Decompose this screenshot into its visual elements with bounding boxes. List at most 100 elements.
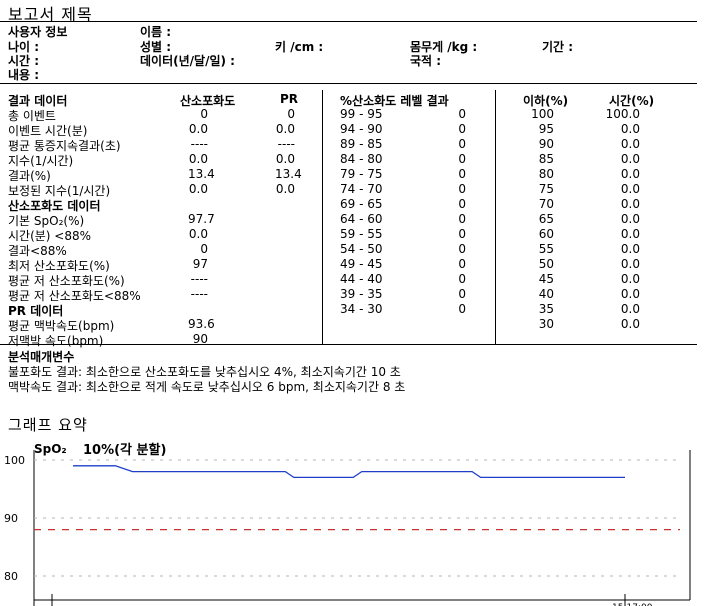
- column-divider-1: [322, 90, 323, 344]
- result-row-pr: 0: [287, 107, 295, 121]
- graph-section-title: 그래프 요약: [8, 416, 88, 434]
- result-row-spo2: 0.0: [188, 182, 208, 196]
- spo2-row-label: 결과<88%: [8, 244, 67, 258]
- level-row-range: 64 - 60: [340, 212, 383, 226]
- level-row-range: 54 - 50: [340, 242, 383, 256]
- result-row-spo2: 0: [200, 107, 208, 121]
- pr-row-value: 93.6: [188, 317, 215, 331]
- below-row-time: 0.0: [620, 227, 640, 241]
- result-row-label: 보정된 지수(1/시간): [8, 184, 111, 198]
- level-row-range: 74 - 70: [340, 182, 383, 196]
- result-row-spo2: 13.4: [188, 167, 215, 181]
- level-row-range: 34 - 30: [340, 302, 383, 316]
- scale-label: 10%(각 분할): [83, 443, 167, 458]
- column-divider-2: [495, 90, 496, 344]
- levels-header: %산소화도 레벨 결과: [340, 94, 449, 108]
- below-row-time: 0.0: [620, 287, 640, 301]
- below-row-pct: 50: [538, 257, 554, 271]
- below-row-pct: 95: [538, 122, 554, 136]
- level-row-range: 94 - 90: [340, 122, 383, 136]
- spo2-row-value: 97.7: [188, 212, 215, 226]
- result-row-spo2: ----: [190, 137, 208, 151]
- below-row-time: 0.0: [620, 182, 640, 196]
- result-row-label: 총 이벤트: [8, 109, 56, 123]
- below-row-time: 0.0: [620, 272, 640, 286]
- spo2-row-value: ----: [190, 287, 208, 301]
- spo2-row-label: 최저 산소포화도(%): [8, 259, 110, 273]
- analysis-line-1: 불포화도 결과: 최소한으로 산소포화도를 낮추십시오 4%, 최소지속기간 1…: [8, 365, 401, 379]
- result-row-label: 결과(%): [8, 169, 51, 183]
- level-row-range: 99 - 95: [340, 107, 383, 121]
- report-title: 보고서 제목: [8, 5, 93, 24]
- result-row-pr: ----: [277, 137, 295, 151]
- below-row-time: 0.0: [620, 242, 640, 256]
- level-row-value: 0: [458, 272, 466, 286]
- series-label: SpO₂: [34, 442, 67, 456]
- result-row-pr: 0.0: [275, 122, 295, 136]
- level-row-value: 0: [458, 227, 466, 241]
- level-row-value: 0: [458, 107, 466, 121]
- age-label: 나이 :: [8, 40, 40, 54]
- result-row-pr: 0.0: [275, 182, 295, 196]
- title-divider: [0, 21, 697, 22]
- level-row-value: 0: [458, 257, 466, 271]
- below-row-pct: 30: [538, 317, 554, 331]
- content-label: 내용 :: [8, 68, 40, 82]
- spo2-row-value: 0.0: [188, 227, 208, 241]
- below-row-pct: 90: [538, 137, 554, 151]
- below-row-pct: 100: [531, 107, 554, 121]
- analysis-title: 분석매개변수: [8, 350, 75, 364]
- nationality-label: 국적 :: [410, 54, 442, 68]
- pr-row-label: 평균 맥박속도(bpm): [8, 319, 115, 333]
- pr-row-label: 저맥박 속도(bpm): [8, 334, 104, 348]
- level-row-value: 0: [458, 167, 466, 181]
- time-pct-header: 시간(%): [609, 94, 655, 108]
- below-row-pct: 35: [538, 302, 554, 316]
- y-tick-label: 90: [4, 512, 18, 525]
- spo2-header: 산소포화도: [180, 94, 236, 108]
- below-row-time: 0.0: [620, 197, 640, 211]
- height-label: 키 /cm :: [275, 40, 324, 54]
- info-divider: [0, 83, 697, 84]
- results-header: 결과 데이터: [8, 94, 68, 108]
- level-row-value: 0: [458, 212, 466, 226]
- spo2-row-label: 시간(분) <88%: [8, 229, 92, 243]
- gender-label: 성별 :: [140, 40, 172, 54]
- below-row-pct: 80: [538, 167, 554, 181]
- result-row-label: 이벤트 시간(분): [8, 124, 88, 138]
- weight-label: 몸무게 /kg :: [410, 40, 478, 54]
- level-row-value: 0: [458, 242, 466, 256]
- below-row-time: 0.0: [620, 167, 640, 181]
- below-row-time: 0.0: [620, 257, 640, 271]
- result-row-spo2: 0.0: [188, 122, 208, 136]
- result-row-label: 지수(1/시간): [8, 154, 74, 168]
- spo2-series-line: [73, 465, 625, 479]
- result-row-spo2: 0.0: [188, 152, 208, 166]
- level-row-value: 0: [458, 197, 466, 211]
- level-row-value: 0: [458, 122, 466, 136]
- level-row-value: 0: [458, 182, 466, 196]
- data-date-label: 데이터(년/달/일) :: [140, 54, 235, 68]
- below-row-pct: 85: [538, 152, 554, 166]
- spo2-chart: 100 90 80 15:17:00: [4, 450, 691, 606]
- spo2-row-label: 평균 저 산소포화도<88%: [8, 289, 141, 303]
- below-row-pct: 70: [538, 197, 554, 211]
- level-row-range: 89 - 85: [340, 137, 383, 151]
- below-row-pct: 75: [538, 182, 554, 196]
- below-row-pct: 55: [538, 242, 554, 256]
- below-row-time: 0.0: [620, 302, 640, 316]
- result-row-pr: 0.0: [275, 152, 295, 166]
- spo2-row-label: 평균 저 산소포화도(%): [8, 274, 125, 288]
- result-row-pr: 13.4: [275, 167, 302, 181]
- level-row-value: 0: [458, 137, 466, 151]
- below-row-time: 0.0: [620, 152, 640, 166]
- below-row-time: 0.0: [620, 317, 640, 331]
- name-label: 이름 :: [140, 25, 172, 39]
- y-tick-label: 100: [4, 454, 25, 467]
- level-row-value: 0: [458, 302, 466, 316]
- spo2-row-value: ----: [190, 272, 208, 286]
- level-row-range: 69 - 65: [340, 197, 383, 211]
- pr-section-title: PR 데이터: [8, 304, 64, 318]
- time-label: 시간 :: [8, 54, 40, 68]
- period-label: 기간 :: [542, 40, 574, 54]
